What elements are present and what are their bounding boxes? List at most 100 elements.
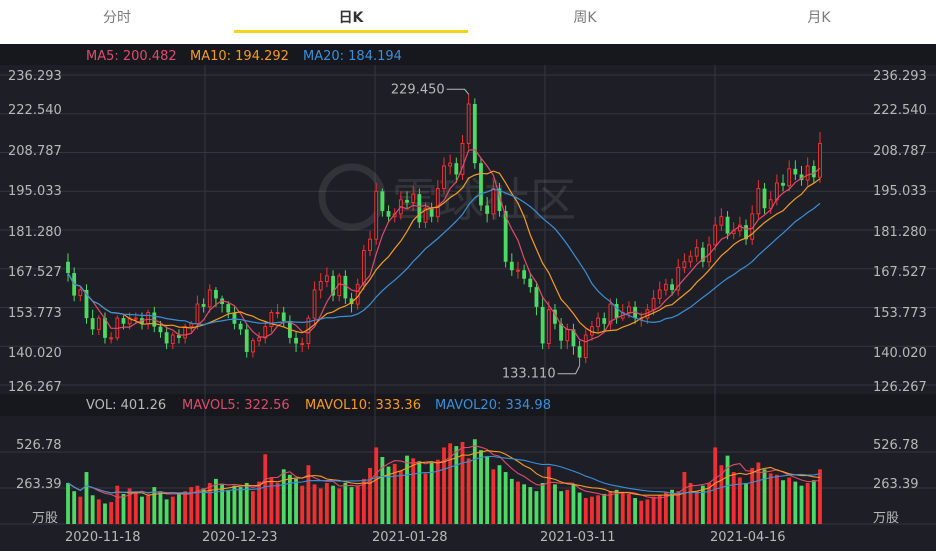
date-tick: 2021-03-11 xyxy=(540,530,616,545)
candle xyxy=(756,180,761,220)
volume-bar xyxy=(657,495,662,524)
volume-bar xyxy=(405,455,409,524)
volume-bar xyxy=(627,493,631,524)
candle-body xyxy=(479,163,483,206)
candle xyxy=(472,98,477,169)
volume-bar xyxy=(725,455,730,524)
volume-bar xyxy=(349,487,354,524)
date-axis: 2020-11-18 2020-12-23 2021-01-28 2021-03… xyxy=(65,530,786,545)
candle xyxy=(676,258,681,296)
tab-daily-k[interactable]: 日K xyxy=(234,0,468,44)
volume-bar xyxy=(318,488,323,524)
candle-body xyxy=(411,193,416,204)
volume-bar xyxy=(294,478,298,524)
candle-body xyxy=(756,188,761,215)
candle-body xyxy=(121,318,126,324)
candle-body xyxy=(177,335,181,338)
candle xyxy=(688,250,693,268)
candle-body xyxy=(571,329,576,347)
candle xyxy=(448,154,453,175)
candle-body xyxy=(214,289,218,299)
candle-body xyxy=(811,165,816,178)
volume-bar xyxy=(497,465,502,524)
candle-body xyxy=(294,337,298,344)
volume-bar xyxy=(731,472,736,524)
candle xyxy=(251,337,255,358)
volume-bar xyxy=(682,472,687,524)
tab-monthly-k[interactable]: 月K xyxy=(807,10,831,26)
volume-bar xyxy=(177,493,181,524)
volume-bar xyxy=(164,499,169,524)
candle-body xyxy=(349,298,354,305)
volume-bar xyxy=(337,488,342,524)
low-price-label: 133.110 xyxy=(502,367,556,382)
candle-body xyxy=(238,323,243,330)
candle xyxy=(411,185,416,212)
candle xyxy=(596,312,601,333)
watermark-text: 雪球社区 xyxy=(392,173,576,227)
candle-body xyxy=(318,281,323,291)
candle xyxy=(109,332,114,344)
candle xyxy=(201,298,206,313)
candle xyxy=(583,329,588,364)
vol-tick-left: 526.78 xyxy=(16,438,62,453)
candle xyxy=(294,332,298,352)
candle-body xyxy=(805,165,810,181)
candle xyxy=(386,205,391,223)
price-tick-right: 195.033 xyxy=(873,184,927,199)
candle xyxy=(417,188,422,228)
volume-bar xyxy=(491,469,496,524)
volume-bar xyxy=(78,496,83,524)
candle-body xyxy=(799,174,804,181)
candle-body xyxy=(442,165,446,190)
candle xyxy=(663,278,668,296)
candle xyxy=(546,301,551,350)
volume-bar xyxy=(361,478,366,524)
kline-chart[interactable]: 雪球社区 MA5: 200.482 MA10: 194.292 MA20: 18… xyxy=(0,44,936,551)
volume-bar xyxy=(571,484,576,524)
ma5-line xyxy=(67,148,821,343)
candle-body xyxy=(189,323,194,328)
candle-body xyxy=(460,142,465,175)
volume-bar xyxy=(355,485,360,524)
volume-bar xyxy=(312,484,317,524)
candle xyxy=(497,182,502,217)
candle xyxy=(238,320,243,336)
volume-bar xyxy=(392,463,397,524)
candle-body xyxy=(818,142,822,178)
candle-body xyxy=(251,340,255,353)
candle xyxy=(177,329,181,344)
candle xyxy=(670,278,674,296)
volume-bar xyxy=(386,466,391,524)
volume-bar xyxy=(639,500,644,524)
candle xyxy=(368,230,372,257)
candle-body xyxy=(96,317,101,330)
candle xyxy=(522,264,527,285)
candle-body xyxy=(133,317,138,320)
candle-body xyxy=(466,103,471,144)
volume-bar xyxy=(479,450,483,524)
volume-bar xyxy=(713,447,718,524)
ma10-label: MA10: 194.292 xyxy=(190,49,289,64)
volume-bar xyxy=(244,482,249,524)
candle xyxy=(380,188,385,217)
tab-weekly-k[interactable]: 周K xyxy=(573,10,597,26)
candle-body xyxy=(793,168,798,175)
volume-bar xyxy=(115,485,120,524)
candle xyxy=(435,180,440,223)
candle xyxy=(762,182,767,214)
candle-body xyxy=(423,207,428,223)
vol-tick-right: 263.39 xyxy=(873,477,919,492)
volume-bar xyxy=(146,495,151,524)
candle-body xyxy=(429,208,434,217)
candle xyxy=(429,202,434,223)
price-tick-right: 126.267 xyxy=(873,380,927,395)
candle-body xyxy=(324,275,329,283)
candle xyxy=(226,301,231,319)
candle-body xyxy=(84,289,89,319)
candle-body xyxy=(226,304,231,313)
volume-bar xyxy=(645,499,650,524)
volume-bar xyxy=(195,485,200,524)
tab-intraday[interactable]: 分时 xyxy=(103,10,131,26)
candle xyxy=(269,309,274,333)
